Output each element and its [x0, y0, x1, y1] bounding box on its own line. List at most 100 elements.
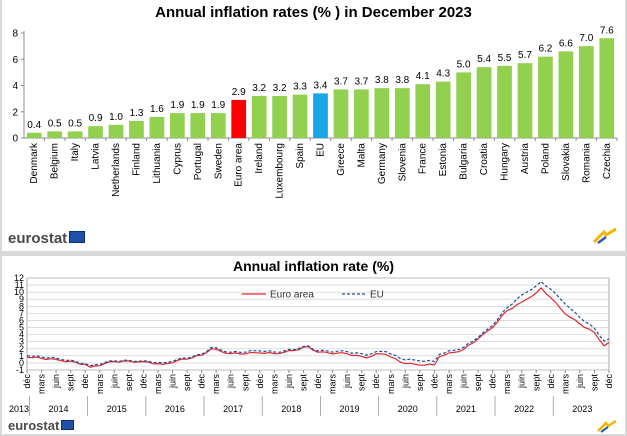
month-label: juin — [400, 374, 410, 389]
y-tick-label: 11 — [15, 280, 24, 290]
category-label: Czechia — [602, 143, 613, 180]
bar — [415, 84, 431, 138]
bar-value-label: 2.9 — [232, 87, 246, 98]
bar — [190, 113, 206, 138]
year-label: 2014 — [49, 404, 69, 414]
year-label: 2020 — [398, 404, 418, 414]
month-label: juin — [284, 374, 294, 389]
category-label: Cyprus — [172, 143, 183, 175]
category-label: France — [418, 143, 429, 175]
month-label: déc — [546, 374, 556, 389]
y-tick-label: 4 — [12, 81, 18, 92]
month-label: juin — [575, 374, 585, 389]
month-label: sept — [124, 374, 134, 392]
category-label: Slovenia — [397, 143, 408, 182]
month-label: sept — [240, 374, 250, 392]
bar-value-label: 1.9 — [191, 100, 205, 111]
bar-value-label: 3.7 — [354, 76, 368, 87]
bar — [456, 72, 471, 138]
month-label: déc — [80, 374, 90, 389]
bar — [88, 126, 103, 138]
bar — [497, 65, 512, 138]
year-label: 2017 — [223, 404, 243, 414]
bar-value-label: 4.1 — [416, 71, 430, 82]
y-tick-label: 8 — [19, 301, 24, 311]
y-tick-label: 0 — [12, 134, 18, 145]
y-tick-label: 0 — [19, 358, 24, 368]
category-label: EU — [316, 143, 327, 157]
category-label: Netherlands — [111, 143, 122, 197]
category-label: Romania — [581, 143, 592, 183]
category-label: Malta — [356, 143, 367, 168]
month-label: mars — [95, 374, 105, 394]
bar — [435, 81, 451, 138]
category-label: Bulgaria — [459, 143, 470, 180]
y-tick-label: 8 — [12, 29, 18, 40]
plot-area — [26, 277, 610, 371]
bar-value-label: 5.5 — [498, 53, 512, 64]
bar-value-label: 3.7 — [334, 76, 348, 87]
y-tick-label: 3 — [19, 337, 24, 347]
month-label: mars — [269, 374, 279, 394]
month-label: juin — [517, 374, 527, 389]
y-tick-label: 1 — [19, 351, 24, 361]
month-label: juin — [109, 374, 119, 389]
bar — [517, 63, 533, 138]
year-label: 2019 — [340, 404, 360, 414]
y-tick-label: 2 — [12, 107, 18, 118]
month-label: juin — [459, 374, 469, 389]
y-tick-label: 9 — [19, 294, 24, 304]
category-label: Luxembourg — [275, 143, 286, 199]
category-label: Hungary — [500, 143, 511, 181]
category-label: Greece — [336, 143, 347, 176]
y-tick-label: 6 — [12, 55, 18, 66]
month-label: mars — [328, 374, 338, 394]
y-tick-label: 5 — [19, 323, 24, 333]
bar — [476, 67, 492, 138]
y-tick-label: 12 — [14, 273, 24, 283]
category-label: Euro area — [234, 143, 245, 187]
bar-value-label: 3.2 — [273, 83, 287, 94]
y-tick-label: 4 — [19, 330, 24, 340]
bar — [67, 131, 83, 138]
category-label: Lithuania — [152, 143, 163, 184]
eurostat-logo-text: eurostat — [8, 230, 68, 247]
year-label: 2022 — [514, 404, 534, 414]
month-label: mars — [386, 374, 396, 394]
category-label: Portugal — [193, 143, 204, 180]
month-label: déc — [138, 374, 148, 389]
month-label: déc — [429, 374, 439, 389]
month-label: déc — [488, 374, 498, 389]
category-label: Germany — [377, 143, 388, 184]
month-label: déc — [371, 374, 381, 389]
y-tick-label: 7 — [19, 308, 24, 318]
line-chart-title: Annual inflation rate (%) — [233, 258, 394, 274]
bar-value-label: 3.2 — [252, 83, 266, 94]
month-label: mars — [560, 374, 570, 394]
bar — [538, 56, 553, 138]
bar — [394, 88, 410, 138]
month-label: déc — [313, 374, 323, 389]
bar — [599, 38, 615, 138]
bar-value-label: 0.5 — [68, 118, 82, 129]
category-label: Slovakia — [561, 143, 572, 181]
bar-value-label: 4.3 — [436, 69, 450, 80]
year-label: 2023 — [572, 404, 592, 414]
month-label: mars — [502, 374, 512, 394]
category-label: Spain — [295, 143, 306, 169]
bar-value-label: 1.0 — [109, 112, 123, 123]
month-label: déc — [22, 374, 32, 389]
bar-value-label: 0.9 — [89, 113, 103, 124]
bar — [333, 89, 349, 138]
y-tick-label: 2 — [19, 344, 24, 354]
bar-value-label: 3.4 — [314, 80, 328, 91]
bar — [354, 89, 369, 138]
month-label: sept — [531, 374, 541, 392]
bar — [251, 96, 267, 138]
bar — [47, 131, 63, 138]
month-label: sept — [357, 374, 367, 392]
bar-value-label: 6.6 — [559, 38, 573, 49]
bar — [129, 120, 144, 138]
eu-flag-icon — [61, 420, 75, 430]
